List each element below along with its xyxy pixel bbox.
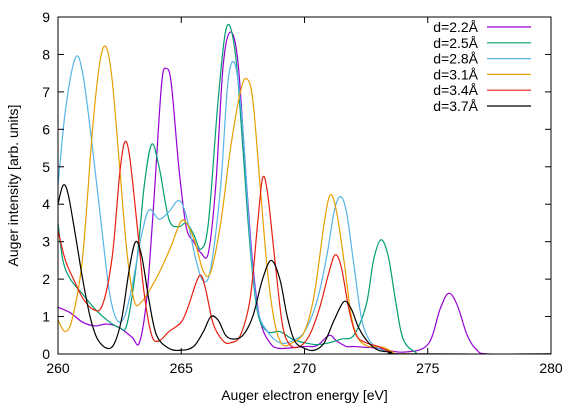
series-line-4 — [58, 45, 551, 354]
y-tick-label: 9 — [42, 9, 50, 25]
x-tick-label: 260 — [46, 360, 70, 376]
legend-label: d=2.5Å — [433, 35, 478, 51]
y-axis-label: Auger intensity [arb. units] — [5, 105, 21, 267]
series-layer — [58, 23, 551, 354]
x-tick-label: 275 — [416, 360, 440, 376]
x-axis-label: Auger electron energy [eV] — [221, 387, 388, 403]
y-tick-label: 8 — [42, 46, 50, 62]
legend-label: d=2.8Å — [433, 51, 478, 67]
legend: d=2.2Åd=2.5Åd=2.8Åd=3.1Åd=3.4Åd=3.7Å — [433, 19, 531, 114]
y-tick-label: 5 — [42, 159, 50, 175]
series-line-1 — [58, 31, 551, 354]
series-line-5 — [58, 140, 551, 354]
y-tick-label: 0 — [42, 346, 50, 362]
legend-label: d=3.7Å — [433, 98, 478, 114]
y-tick-label: 4 — [42, 196, 50, 212]
ticks-layer: 260 265 270 275 280 0 1 2 3 4 5 6 7 8 9 — [42, 9, 563, 376]
series-line-2 — [58, 23, 551, 354]
series-line-3 — [58, 55, 551, 354]
series-line-6 — [58, 184, 551, 354]
y-tick-label: 7 — [42, 84, 50, 100]
x-tick-label: 265 — [170, 360, 194, 376]
y-tick-label: 1 — [42, 309, 50, 325]
y-tick-label: 3 — [42, 234, 50, 250]
legend-label: d=3.1Å — [433, 66, 478, 82]
legend-label: d=3.4Å — [433, 82, 478, 98]
x-tick-label: 270 — [293, 360, 317, 376]
y-tick-label: 2 — [42, 271, 50, 287]
x-tick-label: 280 — [539, 360, 563, 376]
y-tick-label: 6 — [42, 121, 50, 137]
legend-label: d=2.2Å — [433, 19, 478, 35]
